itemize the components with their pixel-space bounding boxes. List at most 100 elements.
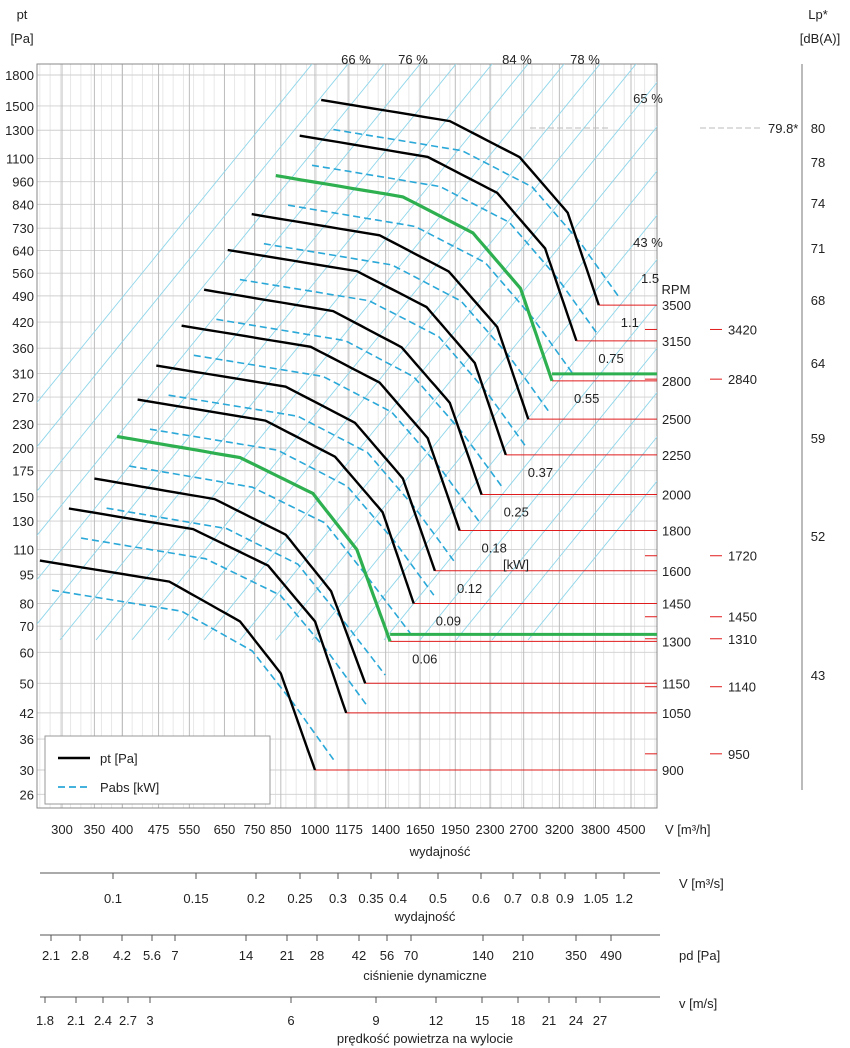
scale-tick-label: 3 xyxy=(146,1013,153,1028)
pressure-curve-1600 xyxy=(156,364,437,572)
pressure-curves xyxy=(39,98,657,771)
scale-tick-label: 2.1 xyxy=(67,1013,85,1028)
power-curve-1600 xyxy=(168,394,456,563)
y-tick-label: 60 xyxy=(20,645,34,660)
scale-tick-label: 210 xyxy=(512,948,534,963)
efficiency-diagonal xyxy=(95,64,565,641)
power-curve-900 xyxy=(51,589,336,763)
efficiency-diagonal xyxy=(311,214,657,641)
power-top-label: 1.5 xyxy=(641,271,659,286)
efficiency-diagonal xyxy=(37,64,385,492)
power-label: 0.37 xyxy=(528,465,553,480)
scale-tick-label: 0.3 xyxy=(329,891,347,906)
scale-tick-label: 21 xyxy=(542,1013,556,1028)
sound-axis-title: Lp* xyxy=(808,7,828,22)
y-tick-label: 1500 xyxy=(5,99,34,114)
power-curve-1050 xyxy=(80,537,367,706)
scale-tick-label: 4.2 xyxy=(113,948,131,963)
efficiency-label: 65 % xyxy=(633,91,663,106)
x-tick-label: 3800 xyxy=(581,822,610,837)
scale-tick-label: 0.7 xyxy=(504,891,522,906)
y-tick-label: 36 xyxy=(20,732,34,747)
rpm-header: RPM xyxy=(662,282,691,297)
y-tick-label: 150 xyxy=(12,490,34,505)
pressure-curve-1450 xyxy=(137,398,415,604)
pressure-curve-3500 xyxy=(320,98,600,306)
y-tick-label: 110 xyxy=(13,542,34,557)
rpm-label: 1600 xyxy=(662,564,691,579)
y-tick-label: 360 xyxy=(12,341,34,356)
efficiency-diagonals xyxy=(37,64,657,641)
scale-tick-label: 2.8 xyxy=(71,948,89,963)
scale-tick-label: 0.9 xyxy=(556,891,574,906)
pressure-curve-1300 xyxy=(116,434,392,642)
y-tick-label: 640 xyxy=(12,244,34,259)
scale-unit-label: v [m/s] xyxy=(679,996,717,1011)
power-label: 1.1 xyxy=(621,315,639,330)
sound-tick-label: 43 xyxy=(811,668,825,683)
power-label: 0.09 xyxy=(436,614,461,629)
x-axis-unit: V [m³/h] xyxy=(665,822,711,837)
y-tick-label: 175 xyxy=(12,464,34,479)
y-tick-label: 130 xyxy=(12,514,34,529)
scale-tick-label: 0.1 xyxy=(104,891,122,906)
legend-label-pabs: Pabs [kW] xyxy=(100,780,159,795)
sound-tick-label: 68 xyxy=(811,293,825,308)
scale-tick-label: 140 xyxy=(472,948,494,963)
x-tick-label: 650 xyxy=(214,822,236,837)
scale-tick-label: 1.2 xyxy=(615,891,633,906)
scale-tick-label: 56 xyxy=(380,948,394,963)
legend-label-pt: pt [Pa] xyxy=(100,751,138,766)
x-tick-label: 1400 xyxy=(371,822,400,837)
pressure-curve-2000 xyxy=(203,288,483,495)
power-label: 0.75 xyxy=(598,351,623,366)
scale-tick-label: 9 xyxy=(372,1013,379,1028)
sound-tick-label: 64 xyxy=(811,356,825,371)
power-curve-3150 xyxy=(311,164,598,333)
rpm-label: 1450 xyxy=(662,597,691,612)
efficiency-diagonal xyxy=(59,64,529,641)
efficiency-diagonal xyxy=(37,64,457,581)
x-tick-label: 1000 xyxy=(301,822,330,837)
scale-title: ciśnienie dynamiczne xyxy=(363,968,487,983)
efficiency-diagonal xyxy=(239,126,657,641)
scale-tick-label: 15 xyxy=(475,1013,489,1028)
y-tick-label: 230 xyxy=(12,417,34,432)
scale-tick-label: 6 xyxy=(287,1013,294,1028)
x-tick-label: 3200 xyxy=(545,822,574,837)
legend-box xyxy=(44,735,271,805)
y-tick-label: 26 xyxy=(20,787,34,802)
scale-tick-label: 2.1 xyxy=(42,948,60,963)
power-curve-1300 xyxy=(129,465,411,634)
power-curves xyxy=(51,128,620,763)
scale-tick-label: 0.8 xyxy=(531,891,549,906)
rpm-label: 3500 xyxy=(662,298,691,313)
x-tick-label: 1650 xyxy=(406,822,435,837)
power-label: 0.06 xyxy=(412,651,437,666)
y-tick-label: 80 xyxy=(20,597,34,612)
duty-rpm-label: 3420 xyxy=(728,322,757,337)
scale-unit-label: pd [Pa] xyxy=(679,948,720,963)
power-label: 0.12 xyxy=(457,581,482,596)
x-tick-label: 2300 xyxy=(476,822,505,837)
y-tick-label: 840 xyxy=(12,197,34,212)
y-tick-label: 70 xyxy=(20,619,34,634)
scale-tick-label: 14 xyxy=(239,948,253,963)
power-curve-2250 xyxy=(239,278,527,448)
efficiency-label: 43 % xyxy=(633,235,663,250)
sound-tick-label: 59 xyxy=(811,431,825,446)
scale-tick-label: 0.5 xyxy=(429,891,447,906)
scale-tick-label: 0.25 xyxy=(287,891,312,906)
rpm-label: 3150 xyxy=(662,334,691,349)
efficiency-diagonal xyxy=(275,170,657,641)
duty-rpm-label: 1450 xyxy=(728,610,757,625)
power-curve-1150 xyxy=(106,507,386,676)
power-curve-2000 xyxy=(216,318,503,487)
legend: pt [Pa] Pabs [kW] xyxy=(44,735,271,805)
y-tick-label: 50 xyxy=(20,676,34,691)
efficiency-diagonal xyxy=(167,64,637,641)
scale-tick-label: 490 xyxy=(600,948,622,963)
scale-tick-label: 0.15 xyxy=(183,891,208,906)
duty-rpm-label: 1140 xyxy=(728,680,756,695)
power-curve-1450 xyxy=(149,428,435,596)
